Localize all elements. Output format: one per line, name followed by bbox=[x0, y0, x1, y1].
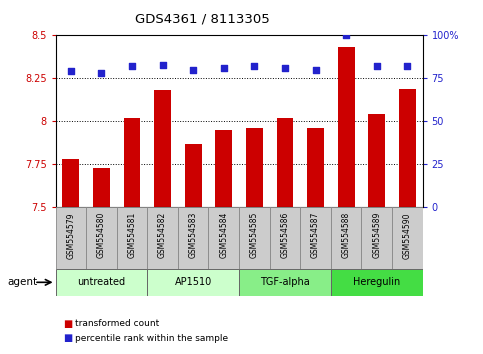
Text: GSM554579: GSM554579 bbox=[66, 212, 75, 258]
Bar bbox=[185, 144, 201, 207]
Point bbox=[403, 63, 411, 69]
Text: percentile rank within the sample: percentile rank within the sample bbox=[75, 333, 228, 343]
Text: GSM554580: GSM554580 bbox=[97, 212, 106, 258]
Bar bbox=[239, 207, 270, 269]
Text: GSM554588: GSM554588 bbox=[341, 212, 351, 258]
Bar bbox=[277, 118, 293, 207]
Text: GSM554586: GSM554586 bbox=[281, 212, 289, 258]
Bar bbox=[369, 114, 385, 207]
Point bbox=[281, 65, 289, 71]
Bar bbox=[209, 207, 239, 269]
Bar bbox=[361, 207, 392, 269]
Bar bbox=[300, 207, 331, 269]
Text: GDS4361 / 8113305: GDS4361 / 8113305 bbox=[136, 12, 270, 25]
Bar bbox=[124, 118, 141, 207]
Text: transformed count: transformed count bbox=[75, 319, 159, 329]
Text: GSM554582: GSM554582 bbox=[158, 212, 167, 258]
Bar bbox=[399, 88, 416, 207]
Text: untreated: untreated bbox=[77, 277, 126, 287]
Bar bbox=[86, 207, 117, 269]
Bar bbox=[239, 269, 331, 296]
Bar bbox=[246, 128, 263, 207]
Bar bbox=[154, 90, 171, 207]
Point bbox=[67, 69, 75, 74]
Text: GSM554584: GSM554584 bbox=[219, 212, 228, 258]
Bar bbox=[56, 207, 86, 269]
Point bbox=[189, 67, 197, 73]
Text: agent: agent bbox=[7, 277, 37, 287]
Point bbox=[251, 63, 258, 69]
Point bbox=[159, 62, 167, 67]
Text: ■: ■ bbox=[63, 319, 72, 329]
Text: ■: ■ bbox=[63, 333, 72, 343]
Text: GSM554587: GSM554587 bbox=[311, 212, 320, 258]
Text: Heregulin: Heregulin bbox=[353, 277, 400, 287]
Text: GSM554585: GSM554585 bbox=[250, 212, 259, 258]
Bar bbox=[331, 207, 361, 269]
Bar bbox=[338, 47, 355, 207]
Text: GSM554589: GSM554589 bbox=[372, 212, 381, 258]
Bar bbox=[270, 207, 300, 269]
Bar bbox=[178, 207, 209, 269]
Bar bbox=[307, 128, 324, 207]
Point bbox=[312, 67, 319, 73]
Bar bbox=[117, 207, 147, 269]
Text: TGF-alpha: TGF-alpha bbox=[260, 277, 310, 287]
Point bbox=[342, 33, 350, 38]
Point bbox=[98, 70, 105, 76]
Bar bbox=[147, 269, 239, 296]
Bar bbox=[62, 159, 79, 207]
Point bbox=[220, 65, 227, 71]
Bar bbox=[331, 269, 423, 296]
Text: AP1510: AP1510 bbox=[174, 277, 212, 287]
Text: GSM554590: GSM554590 bbox=[403, 212, 412, 258]
Bar bbox=[147, 207, 178, 269]
Bar bbox=[93, 167, 110, 207]
Text: GSM554581: GSM554581 bbox=[128, 212, 137, 258]
Point bbox=[373, 63, 381, 69]
Bar bbox=[392, 207, 423, 269]
Text: GSM554583: GSM554583 bbox=[189, 212, 198, 258]
Point bbox=[128, 63, 136, 69]
Bar bbox=[56, 269, 147, 296]
Bar bbox=[215, 130, 232, 207]
